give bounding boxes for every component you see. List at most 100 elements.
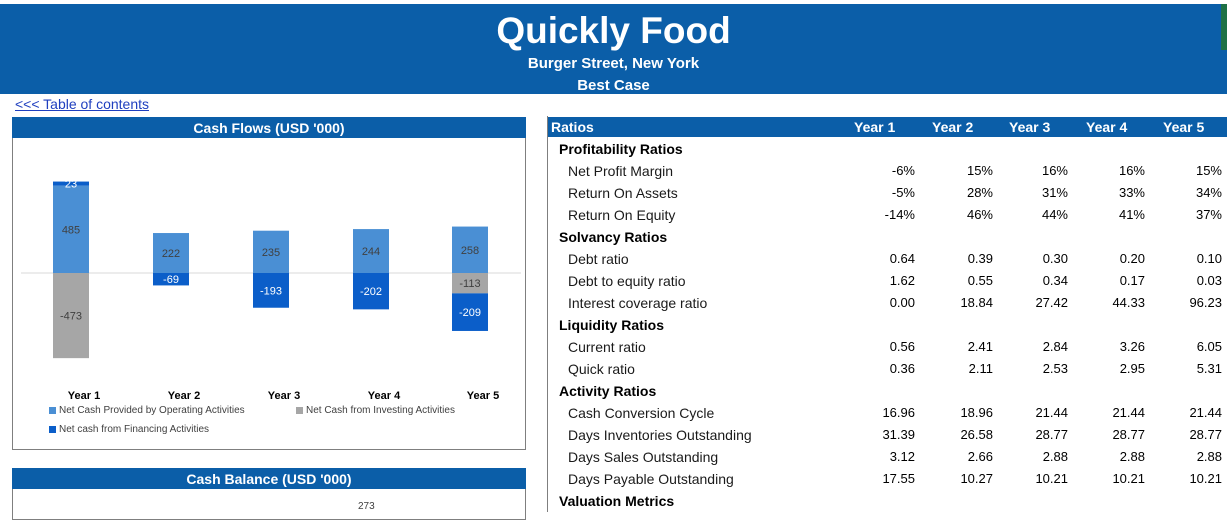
data-label: 485	[62, 224, 80, 236]
ratio-value-year-3: 16%	[1041, 163, 1068, 178]
ratio-value-year-1: 0.56	[889, 339, 915, 354]
ratio-section-label: Profitability Ratios	[559, 141, 683, 157]
bar-net-cash-from-financing-activities-4	[353, 273, 389, 310]
ratio-value-year-3: 21.44	[1035, 405, 1068, 420]
ratio-label: Net Profit Margin	[568, 163, 674, 179]
ratio-section-label: Valuation Metrics	[559, 493, 675, 509]
ratios-year-1: Year 1	[854, 119, 896, 135]
table-of-contents-link[interactable]: <<< Table of contents	[15, 96, 150, 112]
ratio-value-year-1: 0.00	[889, 295, 915, 310]
ratio-value-year-3: 0.30	[1042, 251, 1068, 266]
ratio-section-label: Liquidity Ratios	[559, 317, 664, 333]
cash-flows-chart: 485 -473 23 Year 1 222 -69 Year 2 235 -193 Year 3…	[21, 179, 521, 402]
bar-net-cash-provided-by-operating-activities-4	[353, 229, 389, 273]
ratio-label: Days Inventories Outstanding	[568, 427, 752, 443]
ratio-value-year-2: 2.11	[968, 361, 993, 376]
ratio-value-year-3: 2.88	[1042, 449, 1068, 464]
ratio-value-year-2: 28%	[966, 185, 993, 200]
legend-swatch-operating	[49, 406, 56, 414]
data-label: -209	[459, 307, 481, 319]
ratio-value-year-4: 0.20	[1119, 251, 1145, 266]
ratio-label: Quick ratio	[568, 361, 635, 377]
legend-swatch-financing	[49, 425, 56, 433]
ratio-value-year-5: 2.88	[1196, 449, 1222, 464]
ratio-value-year-1: 0.36	[889, 361, 915, 376]
legend-financing: Net cash from Financing Activities	[49, 424, 209, 435]
ratio-value-year-2: 0.55	[967, 273, 993, 288]
bar-net-cash-provided-by-operating-activities-2	[153, 233, 189, 273]
ratio-label: Current ratio	[568, 339, 646, 355]
ratio-row: Interest coverage ratio 0.00 18.84 27.42 44.…	[548, 292, 1227, 314]
ratio-value-year-2: 46%	[966, 207, 993, 222]
data-label: -473	[60, 311, 82, 323]
data-label: 235	[262, 247, 280, 259]
x-tick-label: Year 4	[368, 390, 401, 402]
ratio-row: Quick ratio 0.36 2.11 2.53 2.95 5.31	[548, 358, 1227, 380]
ratios-header: Ratios Year 1 Year 2 Year 3 Year 4 Year …	[548, 117, 1227, 137]
scenario-label: Best Case	[577, 77, 650, 94]
title-banner: Quickly Food Burger Street, New York Bes…	[0, 4, 1227, 94]
ratio-value-year-5: 0.10	[1196, 251, 1222, 266]
ratio-value-year-4: 3.26	[1119, 339, 1145, 354]
ratio-value-year-1: 31.39	[882, 427, 915, 442]
ratio-label: Days Payable Outstanding	[568, 471, 734, 487]
ratio-value-year-1: 1.62	[889, 273, 915, 288]
ratio-value-year-1: 16.96	[882, 405, 915, 420]
ratio-row: Return On Equity -14% 46% 44% 41% 37%	[548, 204, 1227, 226]
ratio-section-label: Activity Ratios	[559, 383, 657, 399]
x-tick-label: Year 2	[168, 390, 200, 402]
ratio-value-year-5: 10.21	[1189, 471, 1222, 486]
data-label: 222	[162, 248, 180, 260]
ratio-row: Debt to equity ratio 1.62 0.55 0.34 0.17 0.03	[548, 270, 1227, 292]
ratio-value-year-2: 15%	[966, 163, 993, 178]
ratio-value-year-1: 17.55	[882, 471, 915, 486]
ratio-label: Interest coverage ratio	[568, 295, 708, 311]
ratio-value-year-1: -14%	[884, 207, 915, 222]
ratio-value-year-4: 21.44	[1112, 405, 1145, 420]
legend-investing: Net Cash from Investing Activities	[296, 405, 455, 416]
bar-net-cash-from-financing-activities-1	[53, 181, 89, 186]
ratio-value-year-3: 31%	[1041, 185, 1068, 200]
bar-net-cash-from-investing-activities-5	[452, 273, 488, 294]
ratio-value-year-4: 0.17	[1119, 273, 1145, 288]
ratios-year-5: Year 5	[1163, 119, 1205, 135]
company-name: Quickly Food	[496, 10, 731, 51]
ratio-value-year-2: 26.58	[960, 427, 993, 442]
ratio-value-year-3: 10.21	[1035, 471, 1068, 486]
ratio-value-year-5: 37%	[1195, 207, 1222, 222]
bar-net-cash-provided-by-operating-activities-1	[53, 185, 89, 273]
ratio-value-year-2: 18.84	[960, 295, 993, 310]
ratio-value-year-5: 5.31	[1196, 361, 1222, 376]
ratio-value-year-3: 2.53	[1042, 361, 1068, 376]
ratio-value-year-4: 33%	[1118, 185, 1145, 200]
legend-operating: Net Cash Provided by Operating Activitie…	[49, 405, 245, 416]
ratio-value-year-1: 0.64	[889, 251, 915, 266]
data-label: -202	[360, 286, 382, 298]
ratio-row: Cash Conversion Cycle 16.96 18.96 21.44 21.4…	[548, 402, 1227, 424]
ratio-label: Days Sales Outstanding	[568, 449, 719, 465]
ratio-row: Days Sales Outstanding 3.12 2.66 2.88 2.88 2.…	[548, 446, 1227, 468]
ratio-section-row: Liquidity Ratios	[548, 314, 1227, 336]
ratios-year-3: Year 3	[1009, 119, 1051, 135]
ratio-section-row: Activity Ratios	[548, 380, 1227, 402]
ratio-value-year-5: 21.44	[1189, 405, 1222, 420]
ratio-value-year-4: 44.33	[1112, 295, 1145, 310]
ratio-value-year-4: 2.95	[1119, 361, 1145, 376]
ratio-label: Debt ratio	[568, 251, 629, 267]
ratio-section-row: Profitability Ratios	[548, 138, 1227, 160]
ratio-value-year-4: 10.21	[1112, 471, 1145, 486]
ratio-value-year-3: 44%	[1041, 207, 1068, 222]
cash-balance-title: Cash Balance (USD '000)	[12, 468, 526, 490]
legend-label-financing: Net cash from Financing Activities	[59, 424, 210, 435]
ratio-row: Current ratio 0.56 2.41 2.84 3.26 6.05	[548, 336, 1227, 358]
ratio-value-year-5: 34%	[1195, 185, 1222, 200]
ratio-value-year-5: 0.03	[1196, 273, 1222, 288]
bar-net-cash-from-financing-activities-5	[452, 293, 488, 331]
bar-net-cash-provided-by-operating-activities-3	[253, 230, 289, 273]
legend-swatch-investing	[296, 406, 303, 414]
ratio-value-year-1: -6%	[891, 163, 915, 178]
bar-net-cash-from-investing-activities-1	[53, 273, 89, 359]
cash-flows-chart-panel: 485 -473 23 Year 1 222 -69 Year 2 235 -193 Year 3…	[12, 138, 526, 450]
ratio-value-year-3: 28.77	[1035, 427, 1068, 442]
ratio-section-row: Valuation Metrics	[548, 490, 1227, 512]
